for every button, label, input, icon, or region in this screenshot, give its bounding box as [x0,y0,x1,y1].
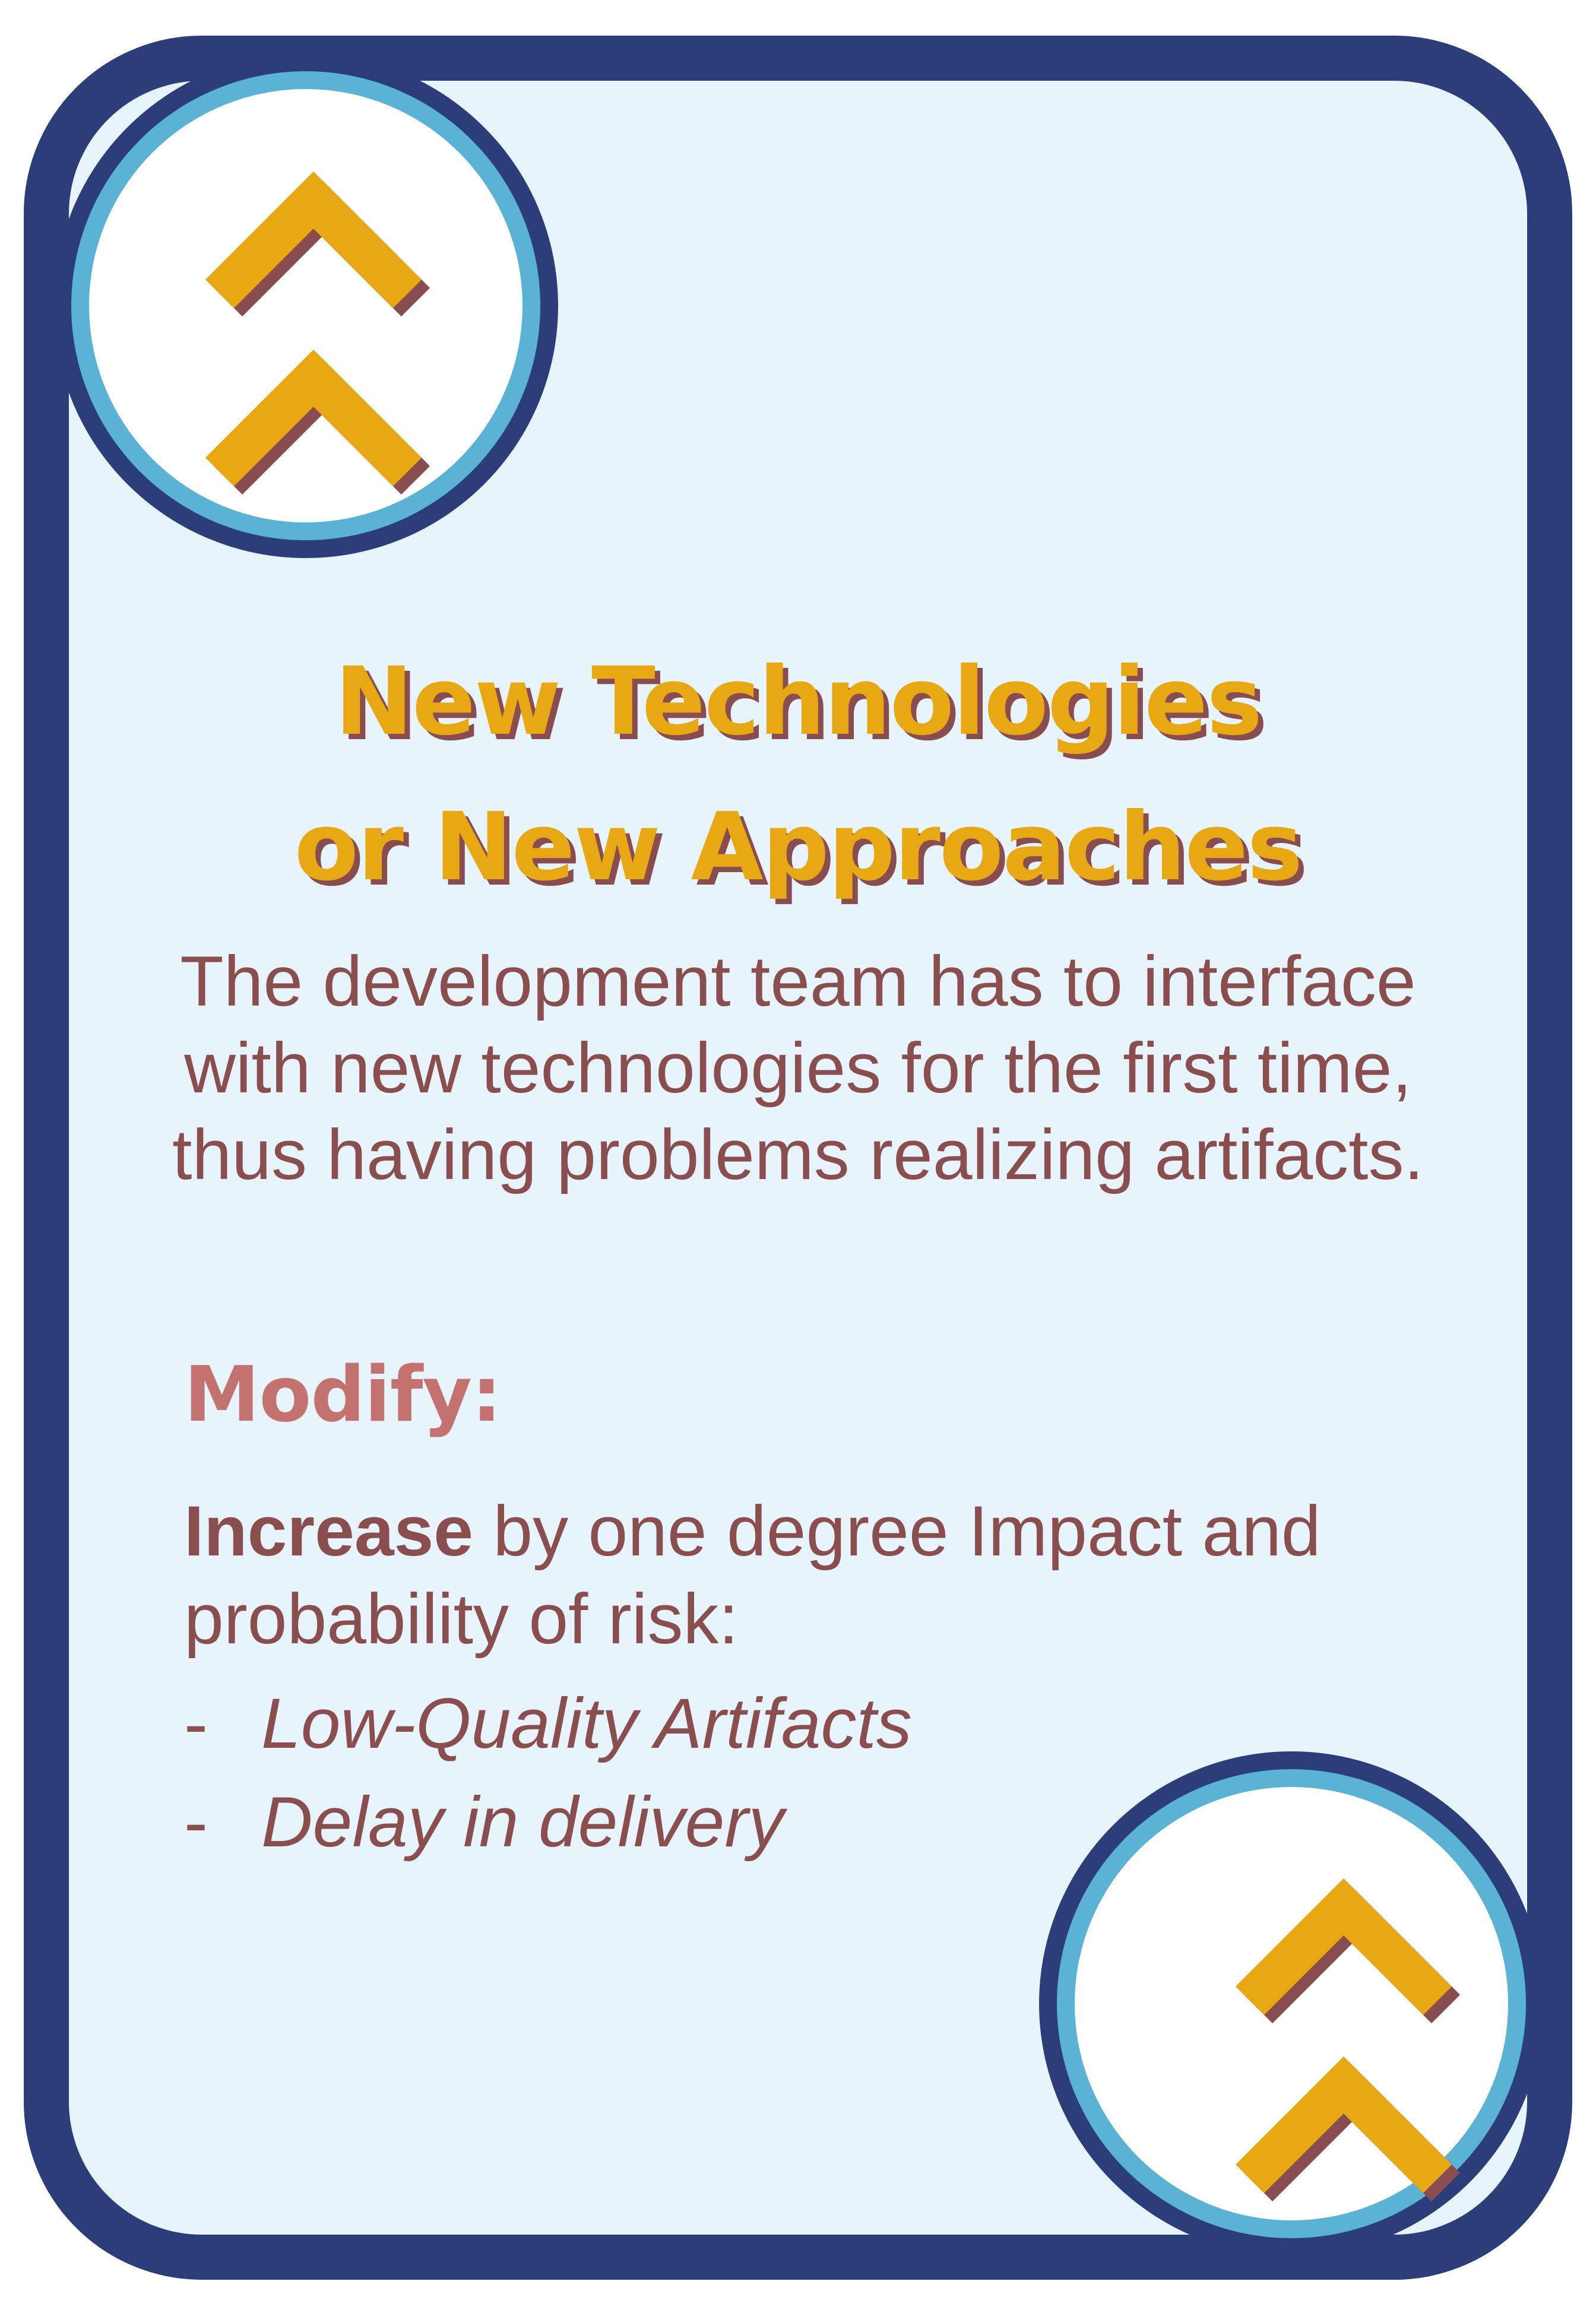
modify-heading: Modify: [184,1351,502,1439]
list-item: - Low-Quality Artifacts [184,1674,912,1773]
badge-bottom [1039,1751,1544,2256]
list-dash: - [184,1684,208,1763]
card-title-line2: or New Approaches [294,793,1303,902]
risk-list: - Low-Quality Artifacts - Delay in deliv… [184,1674,912,1871]
badge-top [53,53,558,558]
list-dash: - [184,1782,208,1862]
double-chevron-up-icon [1235,1878,1461,2202]
double-chevron-up-icon [205,171,430,495]
risk-name: Low-Quality Artifacts [261,1684,912,1763]
card-title: New Technologies or New Approaches [0,629,1596,920]
card-description: The development team has to interface wi… [172,942,1424,1194]
list-item: - Delay in delivery [184,1773,912,1871]
effect-rest: by one degree Impact and probability of … [184,1491,1321,1659]
risk-name: Delay in delivery [261,1782,784,1862]
card-title-line1: New Technologies [334,647,1263,756]
modify-effect: Increase by one degree Impact and probab… [184,1487,1502,1663]
effect-bold: Increase [184,1491,474,1571]
